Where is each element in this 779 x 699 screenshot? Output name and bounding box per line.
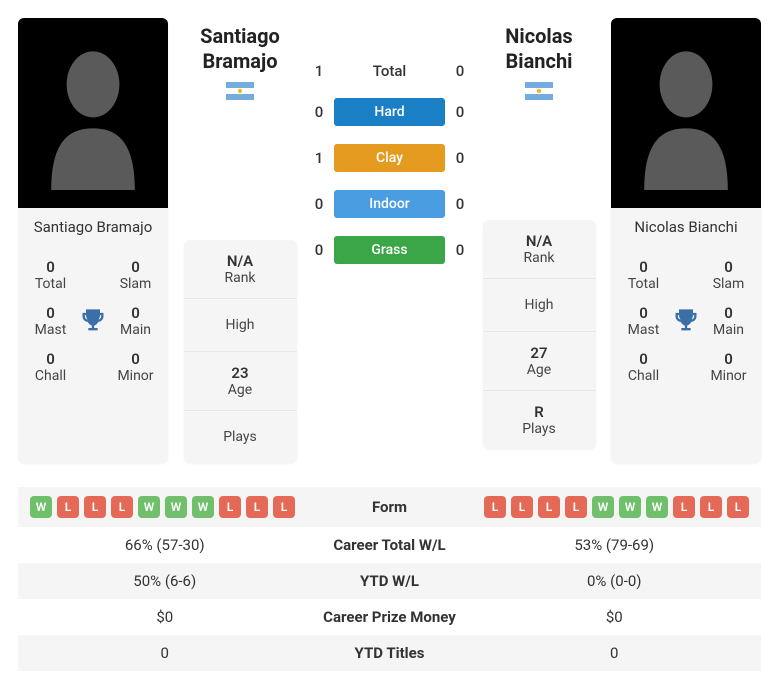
comp-form: WLLLWWWLLL Form LLLLWWWLLL [18,487,761,527]
form-result: L [246,496,268,518]
stat-total: 0Total [26,252,75,298]
form-result: L [565,496,587,518]
comp-prize: $0 Career Prize Money $0 [18,599,761,635]
info-rank: N/ARank [184,240,297,299]
h2h-clay[interactable]: 1 Clay 0 [312,144,467,172]
player2-form: LLLLWWWLLL [480,496,750,518]
player2-last: Bianchi [484,49,594,74]
silhouette-icon [38,33,148,193]
player1-form: WLLLWWWLLL [30,496,300,518]
h2h-hard[interactable]: 0 Hard 0 [312,98,467,126]
form-result: W [30,496,52,518]
info-plays: RPlays [483,391,596,449]
player2-name: Nicolas Bianchi [611,208,761,246]
h2h-grass[interactable]: 0 Grass 0 [312,236,467,264]
stat-chall: 0Chall [619,344,668,390]
h2h-total: 1 Total 0 [312,62,467,80]
player2-first: Nicolas [484,24,594,49]
stat-slam: 0Slam [704,252,753,298]
form-result: L [219,496,241,518]
info-plays: Plays [184,411,297,463]
info-age: 23Age [184,352,297,411]
h2h-column: 1 Total 0 0 Hard 0 1 Clay 0 0 Indoor 0 0… [312,18,467,463]
form-result: L [511,496,533,518]
stat-main: 0Main [704,298,753,344]
info-high: High [483,279,596,332]
h2h-indoor[interactable]: 0 Indoor 0 [312,190,467,218]
form-result: W [192,496,214,518]
stat-minor: 0Minor [704,344,753,390]
form-result: L [673,496,695,518]
stat-slam: 0Slam [111,252,160,298]
stat-main: 0Main [111,298,160,344]
player1-titles: 0Total 0Slam 0Mast 0Main 0Chall 0Minor [18,246,168,402]
comp-ytd-titles: 0 YTD Titles 0 [18,635,761,671]
form-result: W [619,496,641,518]
player1-info: N/ARank High 23Age Plays [184,240,297,463]
form-result: L [84,496,106,518]
form-result: W [646,496,668,518]
silhouette-icon [631,33,741,193]
info-rank: N/ARank [483,220,596,279]
player1-name-block: Santiago Bramajo [185,18,295,100]
player2-titles: 0Total 0Slam 0Mast 0Main 0Chall 0Minor [611,246,761,402]
player1-last: Bramajo [185,49,295,74]
form-result: L [57,496,79,518]
player1-name: Santiago Bramajo [18,208,168,246]
flag-ar-icon [226,82,254,100]
stat-mast: 0Mast [619,298,668,344]
form-result: L [484,496,506,518]
trophy-icon [668,307,704,335]
player1-card: Santiago Bramajo 0Total 0Slam 0Mast 0Mai… [18,18,168,463]
info-age: 27Age [483,332,596,391]
player2-name-block: Nicolas Bianchi [484,18,594,100]
form-result: L [538,496,560,518]
top-section: Santiago Bramajo 0Total 0Slam 0Mast 0Mai… [18,18,761,463]
player2-info: N/ARank High 27Age RPlays [483,220,596,449]
form-result: W [138,496,160,518]
player1-first: Santiago [185,24,295,49]
stat-chall: 0Chall [26,344,75,390]
player1-avatar [18,18,168,208]
stat-mast: 0Mast [26,298,75,344]
stat-total: 0Total [619,252,668,298]
form-result: W [165,496,187,518]
flag-ar-icon [525,82,553,100]
form-result: W [592,496,614,518]
form-result: L [727,496,749,518]
form-result: L [111,496,133,518]
form-result: L [700,496,722,518]
comp-ytd-wl: 50% (6-6) YTD W/L 0% (0-0) [18,563,761,599]
comparison-table: WLLLWWWLLL Form LLLLWWWLLL 66% (57-30) C… [18,487,761,671]
player2-avatar [611,18,761,208]
comp-career-wl: 66% (57-30) Career Total W/L 53% (79-69) [18,527,761,563]
info-high: High [184,299,297,352]
stat-minor: 0Minor [111,344,160,390]
trophy-icon [75,307,111,335]
player2-card: Nicolas Bianchi 0Total 0Slam 0Mast 0Main… [611,18,761,463]
form-result: L [273,496,295,518]
